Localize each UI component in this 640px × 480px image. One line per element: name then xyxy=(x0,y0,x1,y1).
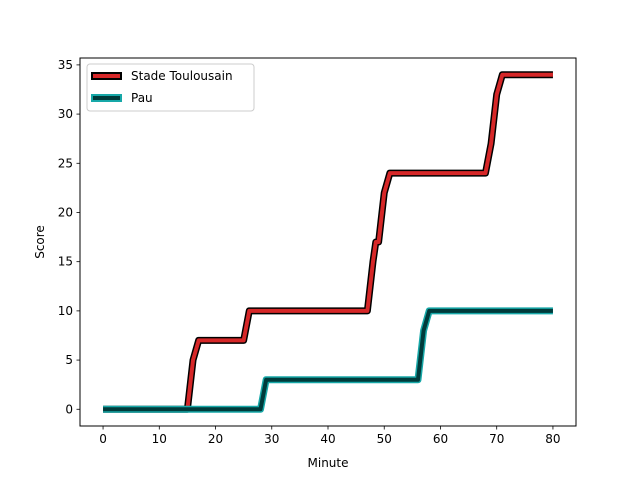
y-axis-ticks: 0 5 10 15 20 25 30 35 xyxy=(58,58,80,416)
legend-swatch xyxy=(91,72,122,80)
x-tick-label: 50 xyxy=(377,432,392,446)
x-axis-title: Minute xyxy=(308,456,349,470)
x-tick-label: 0 xyxy=(99,432,107,446)
legend-entry-stade-toulousain: Stade Toulousain xyxy=(91,69,233,83)
series-layer xyxy=(103,71,553,413)
y-tick-label: 25 xyxy=(58,156,73,170)
x-tick-label: 70 xyxy=(489,432,504,446)
series-stade-toulousain xyxy=(103,71,553,413)
y-axis-title: Score xyxy=(33,225,47,259)
legend-label: Stade Toulousain xyxy=(131,69,233,83)
y-tick-label: 10 xyxy=(58,304,73,318)
y-tick-label: 35 xyxy=(58,58,73,72)
legend: Stade Toulousain Pau xyxy=(86,63,255,112)
series-pau xyxy=(103,307,553,413)
x-tick-label: 40 xyxy=(320,432,335,446)
y-tick-label: 5 xyxy=(65,353,73,367)
x-tick-label: 60 xyxy=(433,432,448,446)
x-tick-label: 10 xyxy=(152,432,167,446)
x-tick-label: 20 xyxy=(208,432,223,446)
legend-box xyxy=(86,63,255,112)
y-tick-label: 30 xyxy=(58,107,73,121)
series-line-stade-toulousain xyxy=(103,72,553,412)
x-tick-label: 80 xyxy=(545,432,560,446)
legend-label: Pau xyxy=(131,91,153,105)
x-axis-ticks: 0 10 20 30 40 50 60 70 80 xyxy=(99,426,561,446)
y-tick-label: 15 xyxy=(58,255,73,269)
legend-entries: Stade Toulousain Pau xyxy=(91,69,233,105)
y-tick-label: 0 xyxy=(65,402,73,416)
legend-entry-pau: Pau xyxy=(91,91,153,105)
x-tick-label: 30 xyxy=(264,432,279,446)
series-line-pau xyxy=(103,308,553,412)
legend-swatch xyxy=(91,94,122,102)
y-tick-label: 20 xyxy=(58,205,73,219)
